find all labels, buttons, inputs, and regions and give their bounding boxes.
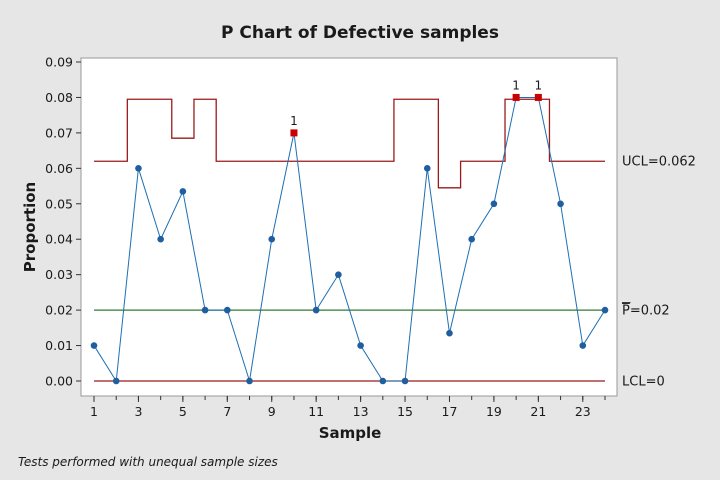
- lcl-label: LCL=0: [622, 375, 665, 390]
- data-point: [312, 306, 320, 314]
- y-tick-label: 0.01: [45, 338, 73, 353]
- data-point: [90, 342, 98, 349]
- data-point: [601, 306, 609, 314]
- y-tick-label: 0.00: [45, 374, 73, 389]
- test-failure-flag: 1: [290, 114, 298, 128]
- y-tick-label: 0.08: [45, 90, 73, 105]
- data-point: [468, 235, 475, 243]
- data-point: [201, 306, 209, 314]
- p-bar-symbol: P: [622, 304, 630, 319]
- x-tick-label: 5: [179, 404, 187, 419]
- ucl-label: UCL=0.062: [622, 155, 696, 170]
- plot-area: [80, 57, 618, 397]
- footnote: Tests performed with unequal sample size…: [18, 455, 278, 469]
- proportion-series-line: [93, 96, 606, 383]
- x-tick-label: 11: [308, 404, 324, 419]
- x-tick-label: 21: [530, 404, 546, 419]
- data-point: [357, 342, 364, 349]
- data-point: [268, 235, 276, 243]
- data-point: [179, 188, 187, 195]
- data-point: [490, 200, 498, 208]
- test-failure-flag: 1: [512, 78, 520, 92]
- chart-title: P Chart of Defective samples: [221, 23, 499, 43]
- x-tick-label: 15: [397, 404, 413, 419]
- out-of-control-point: [290, 129, 298, 137]
- y-tick-label: 0.03: [45, 267, 73, 282]
- data-point: [379, 377, 387, 385]
- data-point: [157, 235, 164, 243]
- x-tick-label: 1: [90, 404, 98, 419]
- out-of-control-point: [512, 93, 520, 101]
- y-axis-label: Proportion: [21, 182, 39, 272]
- center-line-value: =0.02: [630, 304, 670, 319]
- x-tick-label: 17: [442, 404, 458, 419]
- y-tick-label: 0.06: [45, 161, 73, 176]
- y-tick-label: 0.05: [45, 196, 73, 211]
- test-failure-flag: 1: [535, 78, 543, 92]
- data-point: [224, 306, 231, 314]
- data-point: [112, 377, 120, 385]
- out-of-control-point: [534, 93, 542, 101]
- x-tick-label: 9: [268, 404, 276, 419]
- y-tick-label: 0.02: [45, 303, 73, 318]
- data-point: [557, 200, 564, 208]
- data-point: [335, 271, 342, 278]
- data-point: [446, 329, 453, 337]
- x-tick-label: 3: [134, 404, 142, 419]
- y-tick-label: 0.04: [45, 232, 73, 247]
- data-point: [135, 165, 142, 172]
- data-point: [423, 165, 431, 172]
- x-tick-label: 19: [486, 404, 502, 419]
- y-tick-label: 0.09: [45, 55, 73, 70]
- x-tick-label: 23: [575, 404, 591, 419]
- data-point: [246, 377, 253, 385]
- x-axis-label: Sample: [319, 424, 382, 442]
- center-line-label: P=0.02: [622, 304, 670, 319]
- y-tick-label: 0.07: [45, 125, 73, 140]
- x-tick-label: 7: [223, 404, 231, 419]
- x-tick-label: 13: [353, 404, 369, 419]
- data-point: [401, 377, 409, 385]
- data-point: [579, 342, 587, 349]
